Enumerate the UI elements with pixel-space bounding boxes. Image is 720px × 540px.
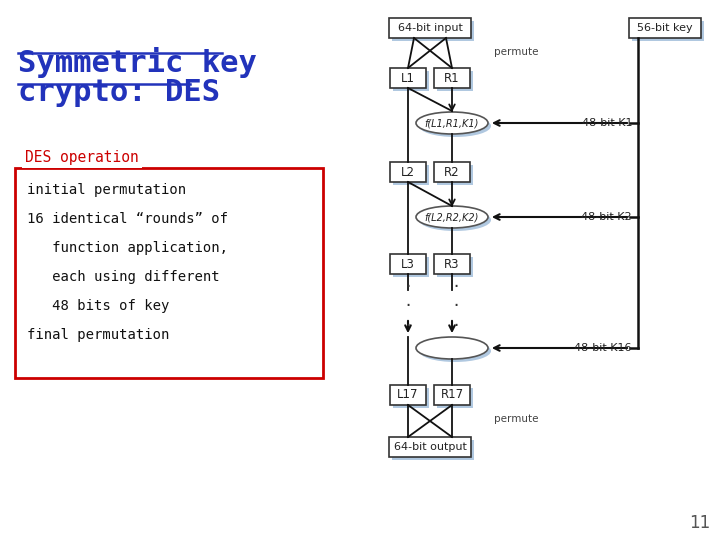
FancyBboxPatch shape [393, 165, 429, 185]
Text: R3: R3 [444, 258, 460, 271]
FancyBboxPatch shape [390, 385, 426, 405]
Text: .
.
.: . . . [403, 275, 413, 329]
Text: crypto: DES: crypto: DES [18, 78, 220, 107]
Text: 64-bit output: 64-bit output [394, 442, 467, 452]
Text: function application,: function application, [27, 241, 228, 255]
Text: DES operation: DES operation [25, 150, 139, 165]
Text: L3: L3 [401, 258, 415, 271]
Text: R17: R17 [441, 388, 464, 402]
Text: initial permutation: initial permutation [27, 183, 186, 197]
FancyBboxPatch shape [434, 385, 470, 405]
Text: L17: L17 [397, 388, 419, 402]
Text: 11: 11 [689, 514, 710, 532]
Text: 56-bit key: 56-bit key [637, 23, 693, 33]
FancyBboxPatch shape [392, 440, 474, 460]
FancyBboxPatch shape [390, 68, 426, 88]
Text: 48-bit K1: 48-bit K1 [582, 118, 632, 128]
FancyBboxPatch shape [434, 68, 470, 88]
Ellipse shape [416, 337, 488, 359]
FancyBboxPatch shape [390, 254, 426, 274]
Text: permute: permute [494, 414, 539, 424]
FancyBboxPatch shape [390, 162, 426, 182]
FancyBboxPatch shape [437, 71, 473, 91]
FancyBboxPatch shape [434, 162, 470, 182]
Text: each using different: each using different [27, 270, 220, 284]
Text: L2: L2 [401, 165, 415, 179]
Text: .
.
.: . . . [451, 275, 461, 329]
FancyBboxPatch shape [632, 21, 704, 41]
FancyBboxPatch shape [389, 437, 471, 457]
Text: f(L1,R1,K1): f(L1,R1,K1) [425, 118, 480, 128]
FancyBboxPatch shape [392, 21, 474, 41]
Text: 48-bit K2: 48-bit K2 [581, 212, 632, 222]
FancyBboxPatch shape [389, 18, 471, 38]
Text: 48-bit K16: 48-bit K16 [575, 343, 632, 353]
Ellipse shape [419, 340, 491, 362]
FancyBboxPatch shape [393, 71, 429, 91]
Text: L1: L1 [401, 71, 415, 84]
FancyBboxPatch shape [437, 388, 473, 408]
Ellipse shape [419, 209, 491, 231]
Text: Symmetric key: Symmetric key [18, 47, 257, 78]
Ellipse shape [416, 206, 488, 228]
Text: final permutation: final permutation [27, 328, 169, 342]
Text: R1: R1 [444, 71, 460, 84]
Text: 16 identical “rounds” of: 16 identical “rounds” of [27, 212, 228, 226]
Ellipse shape [419, 115, 491, 137]
FancyBboxPatch shape [434, 254, 470, 274]
FancyBboxPatch shape [393, 257, 429, 277]
Text: permute: permute [494, 47, 539, 57]
Ellipse shape [416, 112, 488, 134]
Text: 64-bit input: 64-bit input [397, 23, 462, 33]
Text: R2: R2 [444, 165, 460, 179]
Text: f(L2,R2,K2): f(L2,R2,K2) [425, 212, 480, 222]
FancyBboxPatch shape [437, 257, 473, 277]
FancyBboxPatch shape [393, 388, 429, 408]
FancyBboxPatch shape [629, 18, 701, 38]
FancyBboxPatch shape [437, 165, 473, 185]
Text: 48 bits of key: 48 bits of key [27, 299, 169, 313]
